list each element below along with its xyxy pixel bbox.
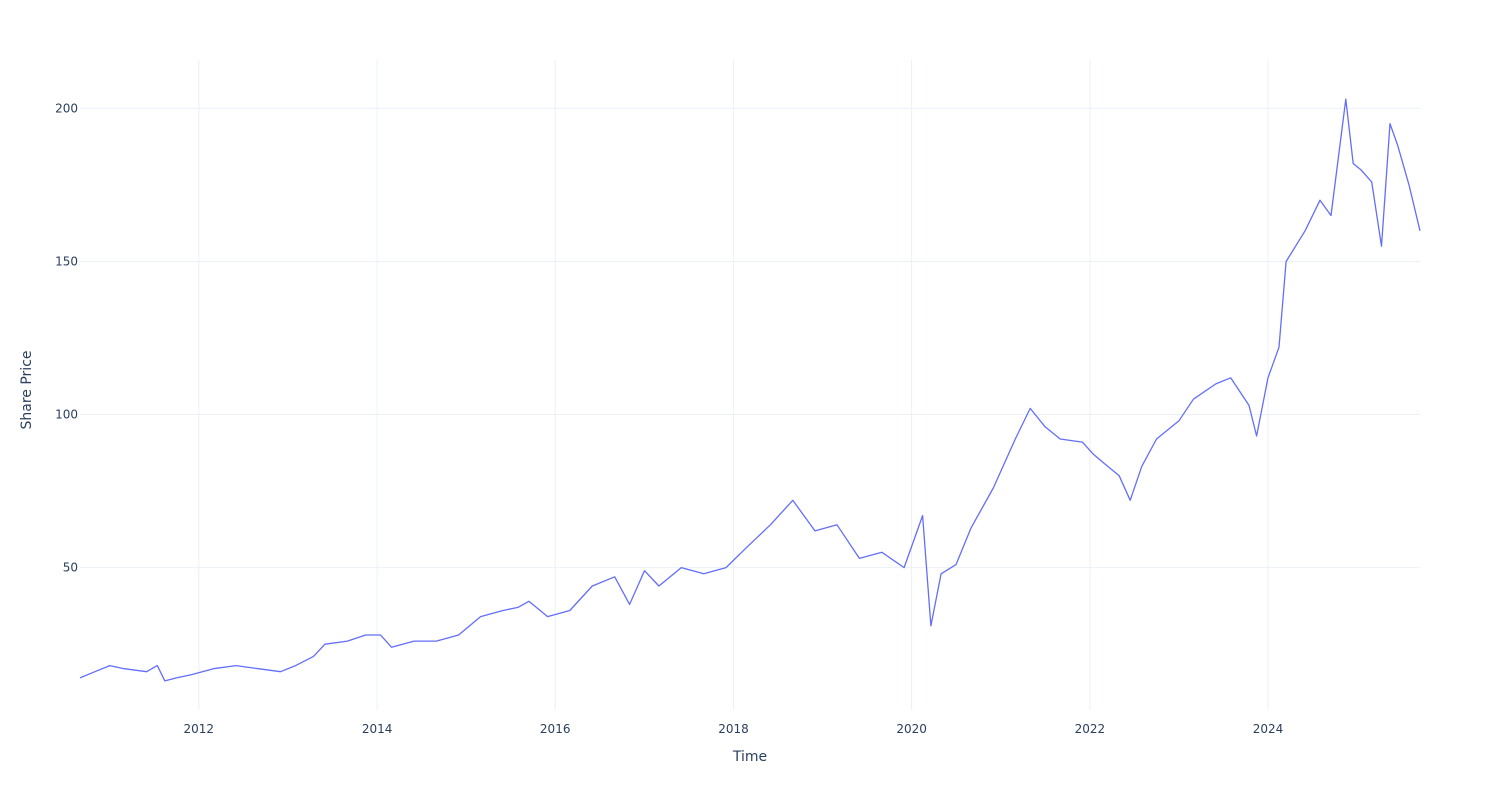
x-tick-label: 2012 bbox=[184, 722, 215, 736]
x-tick-labels: 2012 2014 2016 2018 2020 2022 2024 bbox=[184, 722, 1284, 736]
x-tick-label: 2022 bbox=[1075, 722, 1106, 736]
x-tick-label: 2014 bbox=[362, 722, 393, 736]
x-tick-label: 2020 bbox=[896, 722, 927, 736]
y-tick-label: 50 bbox=[63, 561, 78, 575]
series-group bbox=[79, 98, 1421, 682]
y-axis-title: Share Price bbox=[19, 350, 35, 429]
y-tick-labels: 50 100 150 200 bbox=[55, 101, 78, 574]
x-tick-label: 2024 bbox=[1253, 722, 1284, 736]
x-tick-label: 2016 bbox=[540, 722, 571, 736]
price-series-line bbox=[79, 98, 1421, 682]
plot-background bbox=[80, 60, 1420, 710]
x-tick-label: 2018 bbox=[718, 722, 749, 736]
y-tick-label: 100 bbox=[55, 408, 78, 422]
x-axis-title: Time bbox=[732, 749, 767, 765]
y-tick-label: 150 bbox=[55, 254, 78, 268]
y-tick-label: 200 bbox=[55, 101, 78, 115]
y-gridlines bbox=[80, 107, 1420, 569]
x-gridlines bbox=[198, 60, 1269, 710]
